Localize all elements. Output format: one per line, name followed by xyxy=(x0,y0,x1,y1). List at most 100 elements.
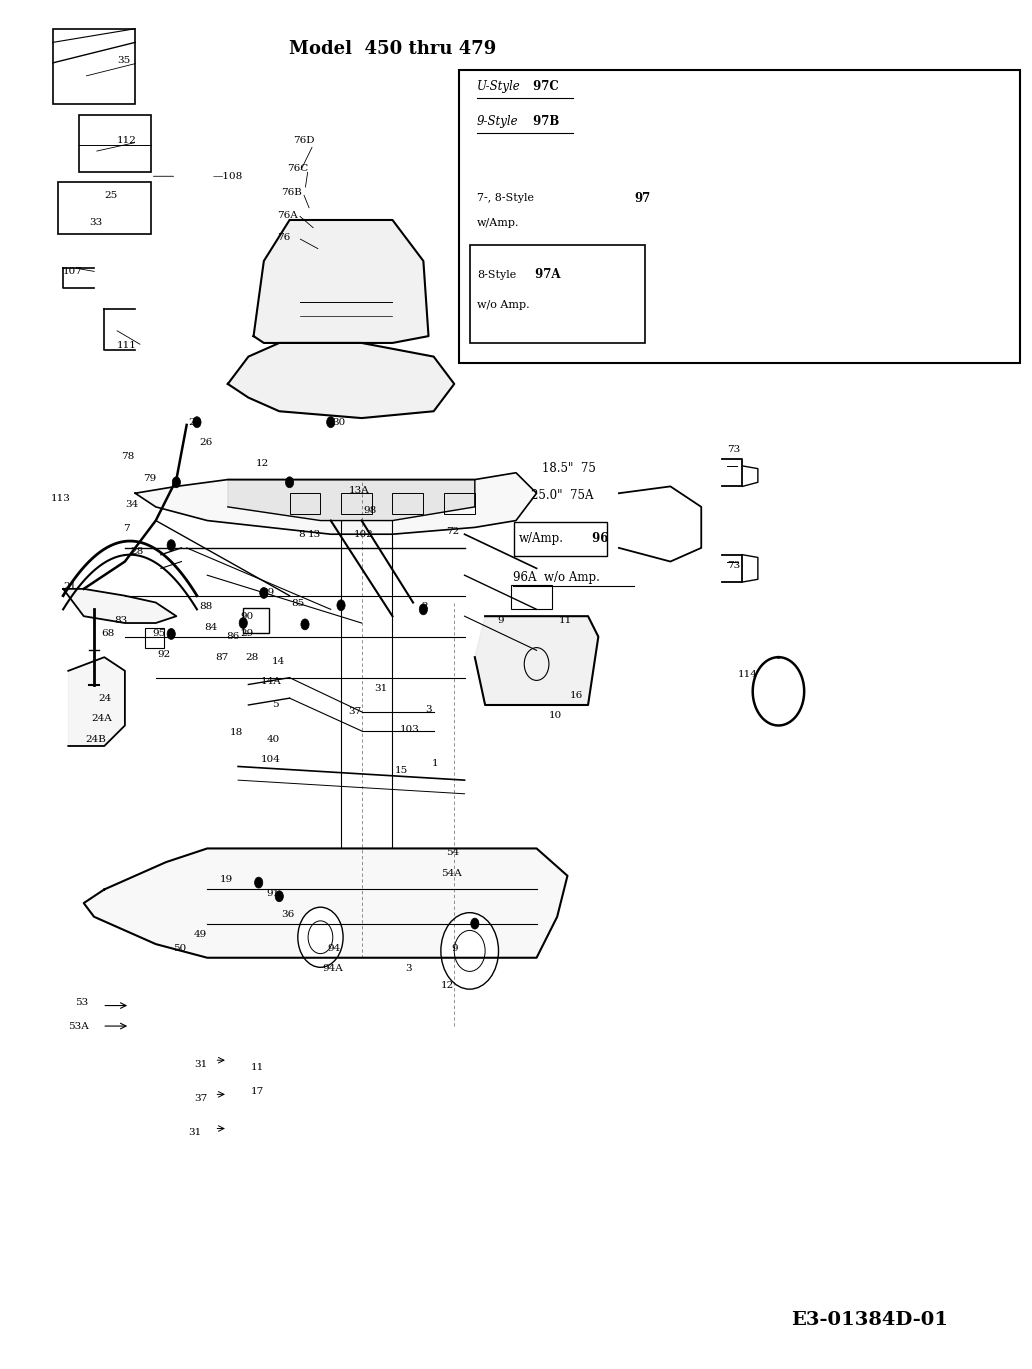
Text: 98: 98 xyxy=(363,507,377,516)
Text: 95: 95 xyxy=(153,630,166,638)
Text: 3: 3 xyxy=(405,964,412,973)
Text: 20: 20 xyxy=(189,418,202,427)
Text: 73: 73 xyxy=(727,445,740,455)
Text: 7-, 8-Style: 7-, 8-Style xyxy=(477,193,534,203)
Text: 8: 8 xyxy=(298,530,304,539)
Text: 15: 15 xyxy=(394,767,408,775)
Text: w/o Amp.: w/o Amp. xyxy=(477,300,529,309)
Text: 94: 94 xyxy=(327,943,341,953)
Bar xyxy=(514,522,607,556)
Text: 76: 76 xyxy=(278,233,290,242)
Text: 24A: 24A xyxy=(91,715,111,723)
Text: 103: 103 xyxy=(399,726,420,734)
Text: 16: 16 xyxy=(570,691,583,700)
Text: 96: 96 xyxy=(588,533,609,545)
Text: 10: 10 xyxy=(549,712,562,720)
Polygon shape xyxy=(63,589,176,623)
Text: 29: 29 xyxy=(240,630,254,638)
Text: 12: 12 xyxy=(256,459,269,468)
Text: 50: 50 xyxy=(173,943,187,953)
Circle shape xyxy=(167,539,175,550)
Text: 49: 49 xyxy=(194,930,207,939)
Text: w/Amp.: w/Amp. xyxy=(477,218,519,227)
Text: 33: 33 xyxy=(89,218,102,227)
Text: 3: 3 xyxy=(425,705,432,713)
Text: 76C: 76C xyxy=(288,163,309,172)
Text: 113: 113 xyxy=(51,494,70,504)
Text: 111: 111 xyxy=(117,341,136,350)
Text: 8-Style: 8-Style xyxy=(477,270,516,279)
Circle shape xyxy=(471,919,479,930)
Circle shape xyxy=(336,600,345,611)
Text: 36: 36 xyxy=(282,909,294,919)
Text: 28: 28 xyxy=(130,548,143,556)
Circle shape xyxy=(419,604,427,615)
Text: 91: 91 xyxy=(266,888,279,898)
Text: 9: 9 xyxy=(497,616,504,624)
Text: 76A: 76A xyxy=(278,211,298,220)
Text: E3-01384D-01: E3-01384D-01 xyxy=(792,1312,948,1329)
Text: 83: 83 xyxy=(115,616,128,624)
Text: 114: 114 xyxy=(737,671,757,679)
Text: 53: 53 xyxy=(75,998,89,1008)
Bar xyxy=(470,245,645,344)
Text: 84: 84 xyxy=(204,623,218,631)
Text: 12: 12 xyxy=(441,980,454,990)
Text: 25.0"  75A: 25.0" 75A xyxy=(531,490,594,502)
Circle shape xyxy=(255,878,263,888)
Text: 5: 5 xyxy=(272,701,279,709)
Circle shape xyxy=(167,628,175,639)
Text: 97: 97 xyxy=(635,192,650,204)
Text: 24B: 24B xyxy=(86,735,106,743)
Text: 28: 28 xyxy=(246,653,259,661)
Text: 102: 102 xyxy=(353,530,374,539)
Text: 37: 37 xyxy=(194,1094,207,1103)
Text: 26: 26 xyxy=(199,438,213,448)
Circle shape xyxy=(276,891,284,902)
Text: w/Amp.: w/Amp. xyxy=(519,533,565,545)
Text: 11: 11 xyxy=(251,1062,264,1072)
Text: 90: 90 xyxy=(240,612,254,620)
Text: 14: 14 xyxy=(272,657,285,665)
Text: 18: 18 xyxy=(230,728,244,737)
Text: U-Style: U-Style xyxy=(477,81,520,93)
Text: 97B: 97B xyxy=(529,115,559,129)
Circle shape xyxy=(286,476,294,487)
Text: 87: 87 xyxy=(216,653,229,661)
Circle shape xyxy=(260,587,268,598)
Circle shape xyxy=(441,913,498,990)
Text: 13A: 13A xyxy=(349,486,370,496)
Text: 31: 31 xyxy=(194,1060,207,1069)
Circle shape xyxy=(326,416,334,427)
Text: 76B: 76B xyxy=(282,188,302,197)
Text: 31: 31 xyxy=(374,684,387,693)
Polygon shape xyxy=(228,344,454,418)
Text: 35: 35 xyxy=(118,56,131,64)
Polygon shape xyxy=(228,479,475,520)
Circle shape xyxy=(239,617,248,628)
Text: 34: 34 xyxy=(125,500,138,509)
Text: 89: 89 xyxy=(261,589,275,597)
Text: 86: 86 xyxy=(226,632,239,641)
Text: 78: 78 xyxy=(121,452,134,461)
Text: 2: 2 xyxy=(421,602,428,611)
Text: 73: 73 xyxy=(727,561,740,570)
Polygon shape xyxy=(135,472,537,534)
Polygon shape xyxy=(68,657,125,746)
Text: 54A: 54A xyxy=(441,868,461,878)
Circle shape xyxy=(301,619,310,630)
Text: 107: 107 xyxy=(63,267,83,277)
Text: 9: 9 xyxy=(451,943,458,953)
Text: 53A: 53A xyxy=(68,1021,89,1031)
Text: 17: 17 xyxy=(251,1087,264,1097)
Circle shape xyxy=(193,416,201,427)
Text: 18.5"  75: 18.5" 75 xyxy=(542,463,595,475)
Text: 7: 7 xyxy=(123,524,129,534)
Text: 14A: 14A xyxy=(261,678,282,686)
Text: 112: 112 xyxy=(117,137,136,145)
Text: 79: 79 xyxy=(143,474,157,483)
Text: 9-Style: 9-Style xyxy=(477,115,518,129)
Text: 92: 92 xyxy=(158,650,171,658)
Text: 21: 21 xyxy=(63,582,76,590)
Text: 85: 85 xyxy=(292,600,304,608)
